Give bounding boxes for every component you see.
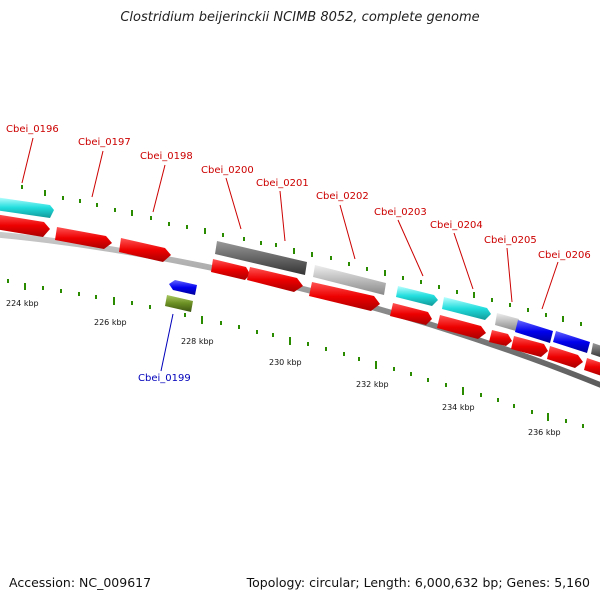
gene-red-7 — [390, 303, 432, 325]
gene-red-6 — [309, 282, 380, 311]
gene-red-5 — [247, 267, 303, 292]
scale-labels: 224 kbp 226 kbp 228 kbp 230 kbp 232 kbp … — [6, 299, 561, 437]
scale-label-232: 232 kbp — [356, 380, 389, 389]
gene-label: Cbei_0200 — [201, 165, 254, 176]
gene-cbei-0199-blue — [169, 280, 197, 295]
gene-red-11 — [547, 346, 583, 368]
gene-cbei-0204 — [442, 297, 491, 320]
gene-label: Cbei_0196 — [6, 124, 59, 135]
scale-label-234: 234 kbp — [442, 403, 475, 412]
gene-red-1 — [0, 214, 50, 237]
gene-cbei-0196 — [0, 197, 54, 218]
gene-cbei-0202 — [313, 265, 386, 295]
tick-row-upper — [21, 185, 582, 326]
gene-label: Cbei_0198 — [140, 151, 193, 162]
gene-label: Cbei_0201 — [256, 178, 309, 189]
topology-text: Topology: circular; Length: 6,000,632 bp… — [246, 575, 590, 590]
gene-label: Cbei_0205 — [484, 235, 537, 246]
genome-backbone — [0, 231, 600, 388]
label-leaders-upper — [21, 137, 559, 310]
gene-red-9 — [489, 330, 512, 346]
gene-red-12 — [584, 358, 600, 376]
label-leaders-lower — [160, 313, 174, 372]
gene-label: Cbei_0202 — [316, 191, 369, 202]
gene-label: Cbei_0206 — [538, 250, 591, 261]
gene-label: Cbei_0203 — [374, 207, 427, 218]
gene-cbei-0203 — [396, 286, 438, 306]
scale-label-224: 224 kbp — [6, 299, 39, 308]
gene-label: Cbei_0199 — [138, 373, 191, 384]
scale-label-236: 236 kbp — [528, 428, 561, 437]
gene-cbei-0206a — [515, 320, 553, 343]
gene-red-4 — [211, 259, 250, 280]
gene-track-upper — [0, 197, 600, 357]
gene-red-3 — [119, 238, 171, 262]
gene-red-8 — [437, 315, 486, 339]
gene-cbei-0200 — [215, 241, 307, 275]
gene-label: Cbei_0197 — [78, 137, 131, 148]
scale-label-226: 226 kbp — [94, 318, 127, 327]
gene-red-2 — [55, 227, 112, 249]
gene-track-red — [0, 214, 600, 376]
gene-cbei-0205 — [495, 313, 519, 331]
gene-label: Cbei_0204 — [430, 220, 483, 231]
scale-label-230: 230 kbp — [269, 358, 302, 367]
gene-labels: Cbei_0196 Cbei_0197 Cbei_0198 Cbei_0200 … — [6, 124, 591, 384]
gene-cbei-0206b — [553, 331, 590, 353]
gene-red-10 — [511, 336, 548, 357]
map-title: Clostridium beijerinckii NCIMB 8052, com… — [120, 10, 480, 25]
tick-row-lower — [7, 279, 584, 428]
accession-text: Accession: NC_009617 — [9, 575, 152, 590]
gene-cbei-0199-olive — [165, 295, 193, 312]
gene-upper-edge — [591, 343, 600, 357]
scale-label-228: 228 kbp — [181, 337, 214, 346]
gene-track-reverse — [165, 280, 197, 312]
